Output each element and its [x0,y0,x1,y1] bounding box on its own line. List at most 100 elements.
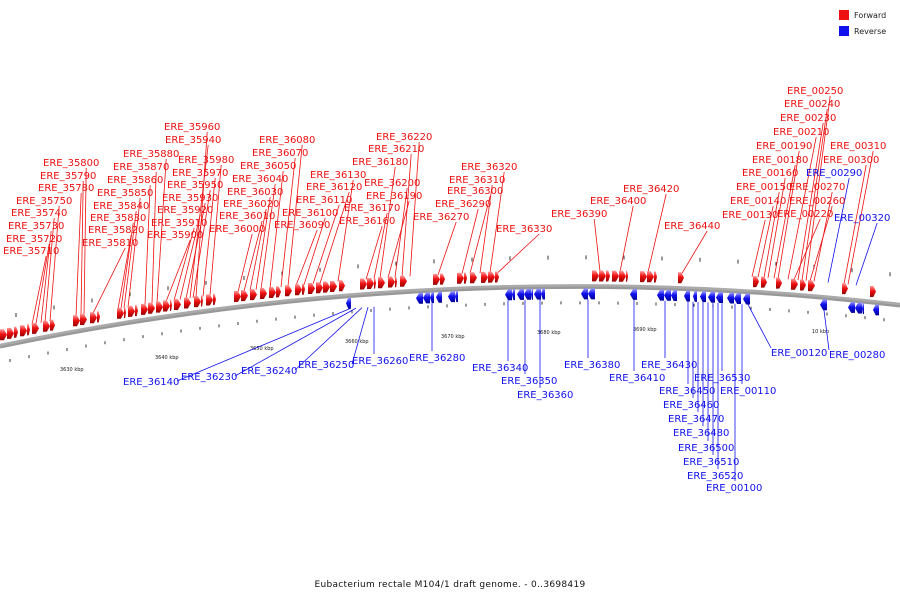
reverse-gene-feature[interactable] [700,291,706,303]
reverse-gene-feature[interactable] [684,290,690,302]
reverse-gene-label[interactable]: ERE_36350 [501,376,557,387]
reverse-gene-feature[interactable] [664,289,671,301]
forward-gene-label[interactable]: ERE_35740 [11,208,67,219]
forward-gene-feature[interactable] [206,294,213,306]
forward-gene-label[interactable]: ERE_00220 [777,209,833,220]
forward-gene-label[interactable]: ERE_36100 [282,208,338,219]
forward-gene-label[interactable]: ERE_36050 [240,161,296,172]
forward-gene-label[interactable]: ERE_36040 [232,174,288,185]
forward-gene-feature[interactable] [808,280,815,292]
forward-gene-feature[interactable] [433,273,440,285]
reverse-gene-feature[interactable] [848,301,855,313]
forward-gene-label[interactable]: ERE_36440 [664,221,720,232]
reverse-gene-feature[interactable] [455,290,458,302]
reverse-gene-label[interactable]: ERE_00290 [806,168,862,179]
reverse-gene-feature[interactable] [820,299,827,311]
forward-gene-feature[interactable] [330,280,337,292]
forward-gene-label[interactable]: ERE_00140 [730,196,786,207]
forward-gene-label[interactable]: ERE_00250 [787,86,843,97]
forward-gene-feature[interactable] [367,278,374,290]
forward-gene-feature[interactable] [647,271,654,283]
reverse-gene-label[interactable]: ERE_36250 [298,360,354,371]
forward-gene-feature[interactable] [148,302,155,314]
forward-gene-label[interactable]: ERE_00240 [784,99,840,110]
forward-gene-feature[interactable] [201,295,203,307]
reverse-gene-feature[interactable] [430,292,434,304]
forward-gene-label[interactable]: ERE_35750 [16,196,72,207]
forward-gene-label[interactable]: ERE_35810 [82,238,138,249]
reverse-gene-feature[interactable] [448,291,455,303]
reverse-gene-feature[interactable] [630,288,637,300]
reverse-gene-feature[interactable] [671,290,677,302]
forward-gene-feature[interactable] [481,271,488,283]
forward-gene-label[interactable]: ERE_00190 [756,141,812,152]
forward-gene-feature[interactable] [495,271,499,283]
forward-gene-feature[interactable] [842,283,848,295]
reverse-gene-feature[interactable] [524,288,531,300]
forward-gene-feature[interactable] [260,287,267,299]
forward-gene-label[interactable]: ERE_36300 [447,186,503,197]
forward-gene-feature[interactable] [374,277,376,289]
forward-gene-feature[interactable] [117,307,124,319]
reverse-gene-label[interactable]: ERE_36470 [668,414,724,425]
forward-gene-label[interactable]: ERE_36400 [590,196,646,207]
reverse-gene-feature[interactable] [693,290,697,302]
reverse-gene-label[interactable]: ERE_36230 [181,372,237,383]
forward-gene-feature[interactable] [626,270,628,282]
forward-gene-feature[interactable] [135,305,138,317]
forward-gene-feature[interactable] [128,305,135,317]
forward-gene-label[interactable]: ERE_36020 [223,199,279,210]
forward-gene-label[interactable]: ERE_36290 [435,199,491,210]
forward-gene-feature[interactable] [619,270,626,282]
forward-gene-label[interactable]: ERE_00150 [736,182,792,193]
forward-gene-label[interactable]: ERE_35790 [40,171,96,182]
forward-gene-label[interactable]: ERE_36170 [344,203,400,214]
forward-gene-label[interactable]: ERE_35870 [113,162,169,173]
reverse-gene-feature[interactable] [743,293,750,305]
forward-gene-feature[interactable] [457,272,464,284]
reverse-gene-label[interactable]: ERE_00120 [771,348,827,359]
forward-gene-feature[interactable] [269,286,276,298]
forward-gene-label[interactable]: ERE_36070 [252,148,308,159]
reverse-gene-feature[interactable] [873,304,879,316]
reverse-gene-feature[interactable] [708,291,715,303]
forward-gene-feature[interactable] [488,271,495,283]
reverse-gene-label[interactable]: ERE_36340 [472,363,528,374]
forward-gene-feature[interactable] [50,319,55,331]
forward-gene-label[interactable]: ERE_35850 [97,188,153,199]
forward-gene-feature[interactable] [599,270,606,282]
forward-gene-label[interactable]: ERE_35780 [38,183,94,194]
reverse-gene-label[interactable]: ERE_00100 [706,483,762,494]
forward-gene-label[interactable]: ERE_36330 [496,224,552,235]
forward-gene-feature[interactable] [295,284,302,296]
forward-gene-label[interactable]: ERE_36160 [339,216,395,227]
reverse-gene-feature[interactable] [727,292,734,304]
forward-gene-label[interactable]: ERE_36000 [209,224,265,235]
reverse-gene-feature[interactable] [716,291,723,303]
forward-gene-label[interactable]: ERE_36220 [376,132,432,143]
forward-gene-feature[interactable] [440,273,445,285]
forward-gene-feature[interactable] [7,327,14,339]
forward-gene-feature[interactable] [97,311,100,323]
reverse-gene-label[interactable]: ERE_00320 [834,213,890,224]
forward-gene-feature[interactable] [276,286,281,298]
forward-gene-label[interactable]: ERE_35710 [3,246,59,257]
forward-gene-label[interactable]: ERE_35720 [6,234,62,245]
reverse-gene-label[interactable]: ERE_36410 [609,373,665,384]
forward-gene-feature[interactable] [388,276,395,288]
forward-gene-feature[interactable] [170,299,172,311]
forward-gene-label[interactable]: ERE_35970 [172,168,228,179]
forward-gene-label[interactable]: ERE_35980 [178,155,234,166]
reverse-gene-label[interactable]: ERE_00280 [829,350,885,361]
forward-gene-feature[interactable] [308,282,315,294]
forward-gene-label[interactable]: ERE_00310 [830,141,886,152]
reverse-gene-label[interactable]: ERE_36450 [659,386,715,397]
forward-gene-feature[interactable] [73,315,80,327]
reverse-gene-feature[interactable] [534,288,541,300]
forward-gene-feature[interactable] [654,271,657,283]
forward-gene-feature[interactable] [0,329,7,341]
forward-gene-label[interactable]: ERE_35950 [167,180,223,191]
forward-gene-label[interactable]: ERE_35820 [88,225,144,236]
reverse-gene-feature[interactable] [512,289,515,301]
forward-gene-feature[interactable] [378,277,385,289]
